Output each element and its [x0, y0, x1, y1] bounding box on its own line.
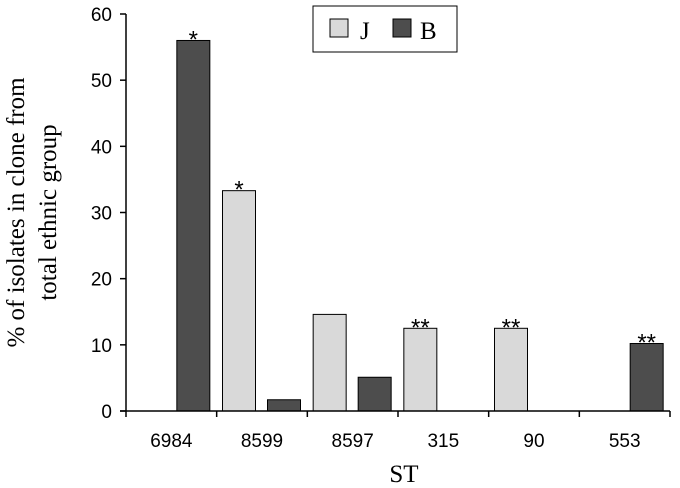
y-tick-label-60: 60: [91, 5, 112, 26]
legend-swatch-b: [392, 18, 412, 38]
x-tick-label-8599: 8599: [241, 431, 283, 452]
x-tick-label-553: 553: [609, 431, 641, 452]
significance-mark-8599: *: [234, 177, 243, 204]
y-tick-label-0: 0: [101, 402, 112, 423]
bar-b-8599: [267, 399, 301, 412]
x-ticks: 6984 8599 8597 315 90 553: [125, 411, 671, 452]
significance-mark-90: **: [502, 314, 521, 341]
bar-b-8597: [357, 376, 392, 412]
y-tick-label-20: 20: [91, 270, 112, 291]
bars-layer: [176, 39, 664, 412]
y-tick-label-10: 10: [91, 336, 112, 357]
legend: J B: [312, 5, 458, 53]
y-ticks: 0 10 20 30 40 50 60: [91, 5, 126, 423]
y-tick-label-30: 30: [91, 204, 112, 225]
x-tick-label-6984: 6984: [150, 431, 193, 452]
x-tick-label-90: 90: [523, 431, 544, 452]
y-axis-title: % of isolates in clone from total ethnic…: [3, 77, 62, 348]
x-tick-label-8597: 8597: [332, 431, 374, 452]
x-axis-title: ST: [389, 461, 418, 488]
bar-j-8597: [312, 313, 347, 412]
bar-b-6984: [176, 39, 211, 412]
legend-label-b: B: [420, 18, 437, 45]
significance-mark-553: **: [637, 330, 656, 357]
y-axis-title-line-2: total ethnic group: [35, 124, 62, 300]
significance-annotations: **** ****: [189, 26, 656, 356]
y-axis-title-line-1: % of isolates in clone from: [3, 77, 30, 348]
legend-swatch-j: [329, 18, 349, 38]
bar-j-90: [494, 327, 528, 412]
y-tick-label-50: 50: [91, 71, 112, 92]
significance-mark-315: **: [411, 314, 430, 341]
legend-label-j: J: [360, 18, 370, 45]
significance-mark-6984: *: [189, 26, 198, 53]
bar-j-8599: [222, 190, 256, 412]
y-tick-label-40: 40: [91, 137, 112, 158]
x-tick-label-315: 315: [427, 431, 459, 452]
bar-j-315: [403, 327, 438, 412]
